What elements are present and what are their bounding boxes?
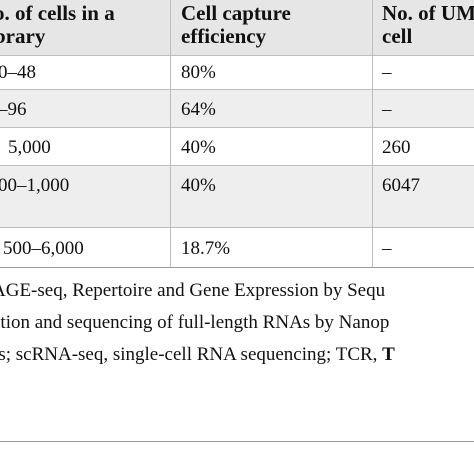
cell-umi-value: 260	[382, 137, 411, 158]
header-cells-count: o. of cells in a brary	[0, 1, 115, 48]
cell-count-value: 5,000	[8, 137, 51, 158]
row-divider	[0, 227, 474, 228]
cell-umi-value: –	[382, 62, 392, 83]
column-divider	[372, 0, 373, 267]
table-row	[0, 89, 474, 127]
cell-count-value: 500–6,000	[3, 238, 84, 259]
header-capture-efficiency: Cell capture efficiency	[181, 1, 291, 48]
cell-umi-value: –	[382, 238, 392, 259]
row-divider	[0, 165, 474, 166]
row-divider	[0, 89, 474, 90]
cell-umi-value: –	[382, 99, 392, 120]
header-umi-per-cell: No. of UM cell	[382, 1, 474, 48]
footnote-line: AGE-seq, Repertoire and Gene Expression …	[0, 280, 386, 301]
cell-count-value: 00–1,000	[0, 175, 70, 196]
cell-count-value: –96	[0, 99, 27, 120]
table-row	[0, 55, 474, 89]
table-header-row	[0, 0, 474, 55]
footnote-line: Is; scRNA-seq, single-cell RNA sequencin…	[0, 344, 395, 365]
cell-capture-value: 40%	[181, 175, 216, 196]
page-bottom-rule	[0, 441, 474, 442]
row-divider	[0, 127, 474, 128]
cell-capture-value: 64%	[181, 99, 216, 120]
table-row	[0, 227, 474, 267]
column-divider	[170, 0, 171, 267]
table-bottom-rule	[0, 267, 474, 268]
cell-umi-value: 6047	[382, 175, 420, 196]
cell-capture-value: 40%	[181, 137, 216, 158]
cell-capture-value: 18.7%	[181, 238, 231, 259]
cell-count-value: 0–48	[0, 62, 36, 83]
table-row	[0, 165, 474, 227]
footnote-line: ation and sequencing of full-length RNAs…	[0, 312, 390, 333]
cell-capture-value: 80%	[181, 62, 216, 83]
table-row	[0, 127, 474, 165]
row-divider	[0, 55, 474, 56]
